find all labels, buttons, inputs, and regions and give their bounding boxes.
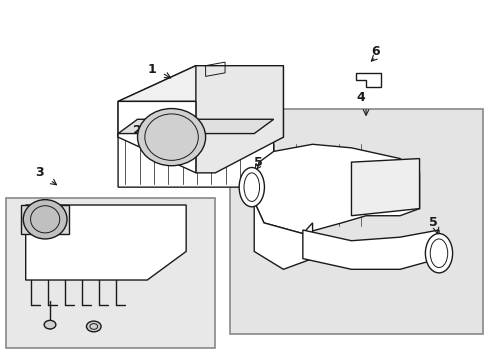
Polygon shape xyxy=(302,230,438,269)
Text: 4: 4 xyxy=(356,91,365,104)
Text: 6: 6 xyxy=(370,45,379,58)
Text: 5: 5 xyxy=(254,156,263,169)
Polygon shape xyxy=(254,202,312,269)
Polygon shape xyxy=(118,66,283,173)
Polygon shape xyxy=(26,205,186,280)
Text: 1: 1 xyxy=(147,63,156,76)
Text: 5: 5 xyxy=(428,216,437,229)
Polygon shape xyxy=(118,119,273,187)
Polygon shape xyxy=(229,109,482,334)
Ellipse shape xyxy=(425,234,452,273)
Polygon shape xyxy=(351,158,419,216)
Polygon shape xyxy=(118,66,283,102)
FancyBboxPatch shape xyxy=(6,198,215,348)
Ellipse shape xyxy=(23,200,67,239)
Ellipse shape xyxy=(44,320,56,329)
Polygon shape xyxy=(356,73,380,87)
Polygon shape xyxy=(118,102,196,173)
Ellipse shape xyxy=(86,321,101,332)
Ellipse shape xyxy=(239,167,264,207)
Polygon shape xyxy=(118,119,273,134)
Ellipse shape xyxy=(137,109,205,166)
Text: 3: 3 xyxy=(35,166,44,179)
Polygon shape xyxy=(21,205,69,234)
Text: 2: 2 xyxy=(132,123,141,136)
Polygon shape xyxy=(254,144,419,234)
Polygon shape xyxy=(196,66,283,173)
